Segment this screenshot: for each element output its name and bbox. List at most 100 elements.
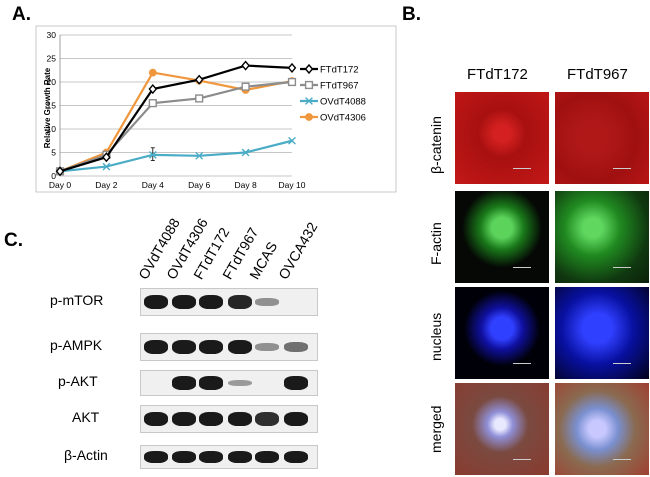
blot-band bbox=[144, 294, 168, 310]
series-line-ovdt4306 bbox=[59, 71, 293, 173]
blot-band bbox=[172, 411, 196, 427]
scale-bar bbox=[613, 363, 631, 364]
blot-band bbox=[144, 450, 168, 464]
legend-marker bbox=[304, 80, 314, 90]
blot-band bbox=[284, 411, 308, 427]
blot-band bbox=[284, 341, 308, 352]
panel-a-letter: A. bbox=[12, 4, 31, 25]
x-tick-label: Day 2 bbox=[95, 180, 117, 190]
x-tick-label: Day 6 bbox=[188, 180, 210, 190]
microscopy-row-label: β-catenin bbox=[428, 116, 444, 174]
blot-band bbox=[199, 411, 223, 427]
y-axis-label: Relative Growth Rate bbox=[43, 67, 52, 148]
y-tick-label: 25 bbox=[47, 54, 57, 64]
data-point bbox=[195, 94, 204, 103]
blot-band bbox=[199, 339, 223, 355]
microscopy-image bbox=[555, 383, 649, 475]
blot-band bbox=[228, 411, 252, 427]
microscopy-row-label: merged bbox=[428, 405, 444, 453]
data-point bbox=[288, 136, 296, 145]
blot-band bbox=[144, 339, 168, 355]
microscopy-column-label: FTdT967 bbox=[567, 66, 628, 83]
y-tick-label: 5 bbox=[51, 148, 56, 158]
data-point bbox=[148, 150, 157, 159]
scale-bar bbox=[513, 267, 531, 268]
data-point bbox=[241, 148, 250, 157]
blot-strip bbox=[140, 445, 318, 469]
scale-bar bbox=[513, 168, 531, 169]
microscopy-row-label: nucleus bbox=[428, 312, 444, 361]
blot-row-label: p-AKT bbox=[58, 373, 98, 389]
panel-b-letter: B. bbox=[402, 4, 421, 25]
data-point bbox=[148, 68, 157, 77]
legend-entry: FTdT172 bbox=[320, 65, 359, 76]
blot-row-label: p-AMPK bbox=[50, 337, 103, 353]
blot-band bbox=[172, 450, 196, 464]
data-point bbox=[102, 152, 111, 163]
blot-band bbox=[228, 450, 252, 464]
blot-band bbox=[228, 379, 252, 387]
x-tick-label: Day 4 bbox=[142, 180, 164, 190]
microscopy-image bbox=[555, 287, 649, 379]
scale-bar bbox=[513, 363, 531, 364]
scale-bar bbox=[613, 459, 631, 460]
microscopy-image bbox=[455, 287, 549, 379]
y-tick-label: 30 bbox=[47, 30, 57, 40]
legend-marker bbox=[305, 113, 313, 121]
data-point bbox=[287, 77, 297, 87]
legend-entry: OVdT4306 bbox=[320, 113, 366, 124]
y-tick-label: 10 bbox=[47, 124, 57, 134]
blot-band bbox=[199, 450, 223, 464]
x-tick-label: Day 0 bbox=[49, 180, 71, 190]
data-point bbox=[148, 83, 158, 95]
microscopy-image bbox=[455, 92, 549, 184]
series-line-ftdt172 bbox=[59, 64, 293, 173]
blot-band bbox=[284, 376, 308, 390]
panel-c-letter: C. bbox=[4, 230, 23, 251]
y-tick-label: 15 bbox=[47, 101, 57, 111]
blot-band bbox=[199, 376, 223, 390]
data-point bbox=[194, 74, 204, 85]
blot-strip bbox=[140, 405, 318, 433]
blot-strip bbox=[140, 288, 318, 316]
x-tick-label: Day 10 bbox=[279, 180, 306, 190]
blot-row-label: p-mTOR bbox=[50, 292, 104, 308]
y-tick-label: 0 bbox=[51, 171, 56, 181]
microscopy-image bbox=[455, 191, 549, 283]
scale-bar bbox=[613, 168, 631, 169]
microscopy-row-label: F-actin bbox=[428, 222, 444, 265]
blot-band bbox=[255, 343, 279, 351]
blot-band bbox=[255, 298, 279, 306]
blot-band bbox=[255, 450, 279, 464]
growth-rate-chart: 0 5 10 15 20 25 30 Day 0 Day 2 Day 4 Day 6 Day 8 Day… bbox=[35, 25, 397, 193]
microscopy-image bbox=[455, 383, 549, 475]
blot-band bbox=[172, 294, 196, 310]
blot-strip bbox=[140, 333, 318, 361]
data-point bbox=[287, 62, 297, 73]
data-point bbox=[241, 82, 250, 91]
legend-entry: OVdT4088 bbox=[320, 97, 366, 108]
microscopy-image bbox=[555, 191, 649, 283]
data-point bbox=[195, 151, 204, 160]
series-line-ftdt967 bbox=[59, 80, 293, 173]
blot-band bbox=[228, 339, 252, 355]
data-point bbox=[241, 60, 250, 71]
blot-band bbox=[144, 411, 168, 427]
blot-strip bbox=[140, 370, 318, 396]
blot-band bbox=[284, 450, 308, 464]
blot-row-label: AKT bbox=[72, 409, 100, 425]
blot-band bbox=[172, 339, 196, 355]
y-tick-label: 20 bbox=[47, 77, 57, 87]
legend-entry: FTdT967 bbox=[320, 81, 359, 92]
series-line-ovdt4088 bbox=[59, 139, 293, 173]
blot-row-label: β-Actin bbox=[64, 447, 108, 463]
blot-band bbox=[199, 294, 223, 310]
microscopy-image bbox=[555, 92, 649, 184]
data-point bbox=[148, 99, 157, 108]
scale-bar bbox=[613, 267, 631, 268]
legend-marker bbox=[304, 63, 314, 75]
data-point bbox=[102, 162, 111, 171]
legend-marker bbox=[305, 97, 313, 105]
scale-bar bbox=[513, 459, 531, 460]
microscopy-column-label: FTdT172 bbox=[467, 66, 528, 83]
